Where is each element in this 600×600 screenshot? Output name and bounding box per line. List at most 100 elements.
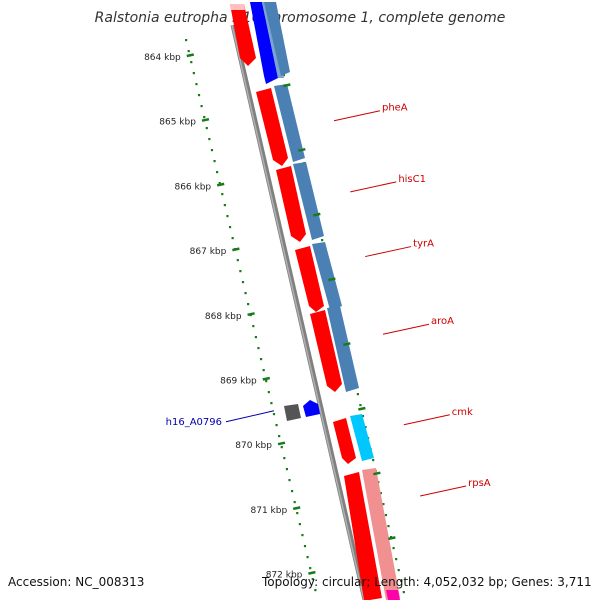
kbp-label: 870 kbp [235,441,272,451]
locus-label: h16_A0796 [166,417,222,428]
tick-dot [290,490,294,493]
gene-label: aroA [431,316,454,327]
tick-dot [254,336,257,339]
major-tick [292,506,301,511]
gene-feature [274,84,305,162]
tick-dot [270,402,273,405]
tick-dot [361,415,365,418]
tick-dot [187,50,190,53]
tick-dot [314,589,317,592]
tick-dot [213,160,216,163]
tick-dot [190,61,193,64]
map-title: Ralstonia eutropha H16 chromosome 1, com… [94,10,506,26]
tick-dot [200,105,203,108]
gene-feature [350,414,374,461]
gene-label: hisC1 [398,174,426,185]
major-tick [343,342,351,347]
leader-line [382,323,430,335]
kbp-label: 866 kbp [174,182,211,192]
tick-dot [267,391,270,394]
tick-dot [395,558,398,561]
tick-dot [221,193,224,196]
kbp-label: 864 kbp [144,53,181,63]
leader-line [225,410,275,423]
tick-dot [293,501,296,504]
gene-feature [293,162,324,240]
tick-dot [239,270,242,273]
tick-dot [275,424,278,427]
tick-dot [359,404,362,407]
tick-dot [282,74,285,77]
tick-dot [301,534,304,537]
leader-line [420,485,467,497]
tick-dot [244,292,247,295]
gene-feature [264,2,290,76]
leader-line [365,246,412,258]
genome-summary-text: Topology: circular; Length: 4,052,032 bp… [262,575,592,589]
gene-feature [230,4,245,10]
tick-dot [272,413,276,416]
gene-feature [333,418,356,464]
tick-dot [197,94,201,97]
kbp-label: 872 kbp [266,571,303,581]
gene-feature [276,166,306,242]
major-tick [216,182,225,187]
major-tick [313,212,321,217]
tick-dot [216,171,219,174]
gene-feature [344,472,382,600]
kbp-axis-labels: 864 kbp 865 kbp 866 kbp 867 kbp 868 kbp 869 k… [144,53,396,581]
gene-feature [295,246,324,312]
tick-dot [397,569,400,572]
gene-feature [327,306,359,392]
tick-dot [303,545,307,548]
major-tick [186,53,195,58]
tick-dot [321,239,324,242]
tick-dot [311,578,314,581]
tick-dot [231,237,234,240]
kbp-label: 868 kbp [205,312,242,322]
kbp-label: 865 kbp [159,118,196,128]
tick-dot [402,591,405,594]
gene-features [230,2,400,600]
leader-line [333,110,381,122]
gene-label: pheA [382,103,408,114]
gene-feature [310,310,342,392]
tick-dot [226,215,229,218]
tick-dot [400,580,403,583]
tick-dot [278,435,281,438]
major-tick [277,441,286,446]
major-tick [283,83,291,88]
tick-dot [203,116,206,119]
major-tick [232,247,240,252]
tick-dot [356,393,359,396]
tick-dot [392,547,395,550]
major-tick [388,536,396,541]
tick-dot [195,83,198,86]
major-tick [298,147,306,152]
gene-label: cmk [452,407,473,418]
tick-dot [379,492,382,495]
tick-dot [223,204,226,207]
tick-dot [259,358,263,361]
tick-dot [210,149,214,152]
major-tick [262,376,271,381]
tick-dot [205,127,208,130]
kbp-label: 867 kbp [190,247,227,257]
tick-dot [262,369,265,372]
tick-dot [236,259,239,262]
tick-dot [208,138,211,141]
tick-dot [265,380,268,383]
tick-dot [241,281,245,284]
tick-dot [252,325,255,328]
tick-dot [185,39,188,42]
kbp-label: 869 kbp [220,377,257,387]
tick-dot [257,347,260,350]
leader-line [403,414,450,426]
gene-label: rpsA [468,478,491,489]
major-tick [308,570,316,575]
tick-dot [218,182,221,185]
major-tick [373,471,381,476]
tick-dot [296,512,299,515]
tick-dot [285,468,289,471]
